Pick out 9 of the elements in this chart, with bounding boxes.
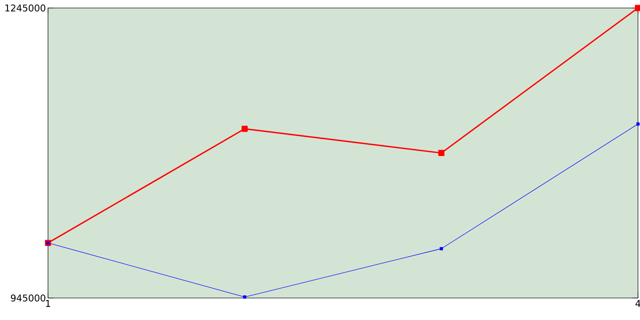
point [242, 126, 248, 132]
point [440, 247, 443, 250]
y-tick-label: 945000 [10, 294, 46, 302]
y-tick-label: 1245000 [5, 4, 46, 12]
point [438, 150, 444, 156]
x-tick-label: 4 [635, 300, 640, 307]
point [243, 295, 246, 299]
x-tick-label: 1 [46, 300, 50, 307]
point [636, 122, 640, 126]
